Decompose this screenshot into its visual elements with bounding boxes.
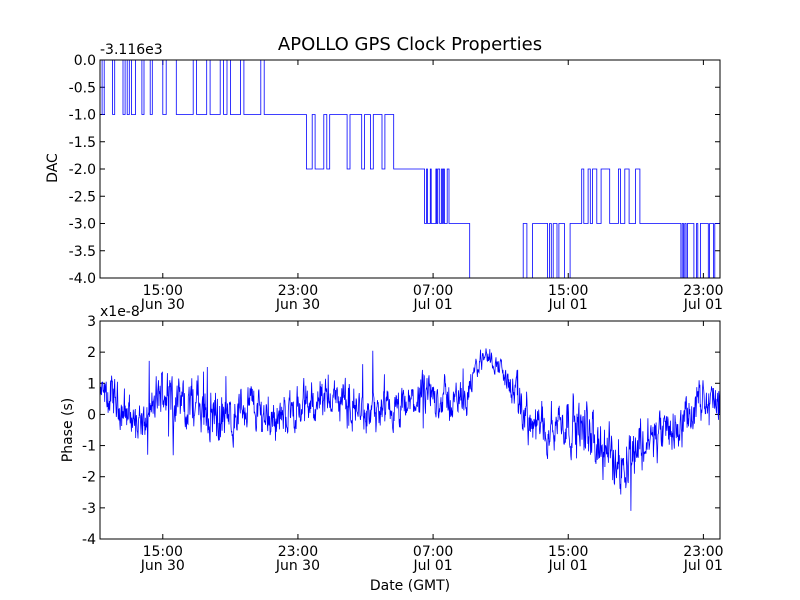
dac-panel: -3.116e3 DAC 0.0 -0.5 -1.0 -1.5 -2.0 -2.5 -3.0… [45, 42, 724, 313]
y-tick-label: 1 [87, 376, 96, 392]
x-tick-date-label: Jun 30 [275, 558, 320, 574]
x-tick-time-label: 15:00 [143, 544, 183, 560]
x-axis-label: Date (GMT) [370, 578, 450, 594]
y-tick-label: -4 [82, 532, 96, 548]
y-tick-label: -3.5 [69, 244, 96, 260]
dac-y-axis-label: DAC [45, 153, 61, 183]
phase-y-axis-label: Phase (s) [60, 398, 76, 462]
phase-series-line [99, 348, 721, 511]
x-tick-date-label: Jun 30 [275, 297, 320, 313]
y-tick-label: -2.5 [69, 189, 96, 205]
y-tick-label: -2.0 [69, 162, 96, 178]
x-tick-date-label: Jul 01 [413, 297, 453, 313]
x-tick-time-label: 23:00 [278, 283, 318, 299]
x-tick-date-label: Jul 01 [548, 558, 588, 574]
x-tick-time-label: 15:00 [548, 544, 588, 560]
y-tick-label: 0.0 [74, 53, 96, 69]
x-tick-date-label: Jul 01 [413, 558, 453, 574]
phase-axes-frame [99, 320, 721, 540]
x-tick-date-label: Jun 30 [140, 558, 185, 574]
dac-axes-frame [99, 59, 721, 279]
dac-offset-label: -3.116e3 [100, 42, 163, 58]
y-tick-label: -3.0 [69, 217, 96, 233]
x-tick-date-label: Jun 30 [140, 297, 185, 313]
y-tick-label: -2 [82, 470, 96, 486]
phase-y-ticks: 3 2 1 0 -1 -2 -3 -4 [82, 314, 720, 548]
dac-series-line [100, 59, 720, 279]
x-tick-time-label: 15:00 [548, 283, 588, 299]
y-tick-label: -1.0 [69, 108, 96, 124]
y-tick-label: -4.0 [69, 271, 96, 287]
x-tick-time-label: 15:00 [143, 283, 183, 299]
dac-y-ticks: 0.0 -0.5 -1.0 -1.5 -2.0 -2.5 -3.0 -3.5 -4.0 [69, 53, 720, 287]
y-tick-label: -3 [82, 501, 96, 517]
phase-offset-label: x1e-8 [100, 304, 140, 320]
x-tick-time-label: 23:00 [683, 283, 723, 299]
y-tick-label: -0.5 [69, 80, 96, 96]
x-tick-time-label: 07:00 [413, 283, 453, 299]
x-tick-time-label: 23:00 [683, 544, 723, 560]
x-tick-date-label: Jul 01 [548, 297, 588, 313]
x-tick-date-label: Jul 01 [683, 558, 723, 574]
y-tick-label: -1 [82, 439, 96, 455]
x-tick-time-label: 23:00 [278, 544, 318, 560]
x-tick-date-label: Jul 01 [683, 297, 723, 313]
figure-title: APOLLO GPS Clock Properties [278, 34, 542, 55]
y-tick-label: 2 [87, 345, 96, 361]
y-tick-label: 0 [87, 407, 96, 423]
x-tick-time-label: 07:00 [413, 544, 453, 560]
y-tick-label: -1.5 [69, 135, 96, 151]
y-tick-label: 3 [87, 314, 96, 330]
